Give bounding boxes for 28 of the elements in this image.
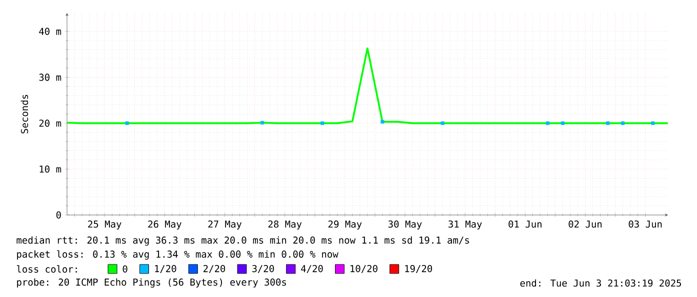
- legend-title: loss color:: [16, 265, 77, 273]
- y-tick-label: 40 m: [39, 28, 62, 35]
- y-tick-label: 0: [56, 211, 61, 219]
- text: probe: 20 ICMP Echo Pings (56 Bytes) every 300s: [17, 278, 286, 288]
- text: packet loss: 0.13 % avg 1.34 % max 0.00 % min 0.00 % now: [17, 250, 338, 260]
- x-tick-label: 27 May: [208, 220, 242, 230]
- legend-label: 4/20: [301, 265, 323, 273]
- y-tick-label: 10 m: [40, 165, 62, 173]
- legend-label: 10/20: [350, 265, 378, 273]
- y-tick-label: 20 m: [39, 120, 62, 127]
- legend-label: 0: [122, 265, 128, 273]
- text: median rtt: 20.1 ms avg 36.3 ms max 20.0 ms min 20.0 ms now 1.1 ms sd 19.1 am/s: [16, 236, 469, 246]
- x-tick-label: 03 Jun: [628, 220, 662, 228]
- x-tick-label: 01 Jun: [508, 220, 542, 228]
- x-tick-label: 02 Jun: [568, 220, 602, 228]
- y-axis-title: Seconds: [20, 94, 28, 134]
- x-tick-label: 28 May: [268, 220, 302, 230]
- x-tick-label: 25 May: [88, 220, 122, 230]
- legend-label: 19/20: [405, 265, 432, 273]
- legend-label: 2/20: [204, 265, 226, 273]
- x-tick-label: 31 May: [448, 220, 482, 230]
- legend-label: 1/20: [155, 265, 176, 273]
- x-tick-label: 26 May: [148, 220, 182, 230]
- y-tick-label: 30 m: [39, 74, 62, 81]
- x-tick-label: 30 May: [388, 220, 422, 230]
- text: end: Tue Jun 3 21:03:19 2025: [520, 279, 682, 287]
- legend-label: 3/20: [252, 265, 274, 273]
- x-tick-label: 29 May: [328, 220, 362, 230]
